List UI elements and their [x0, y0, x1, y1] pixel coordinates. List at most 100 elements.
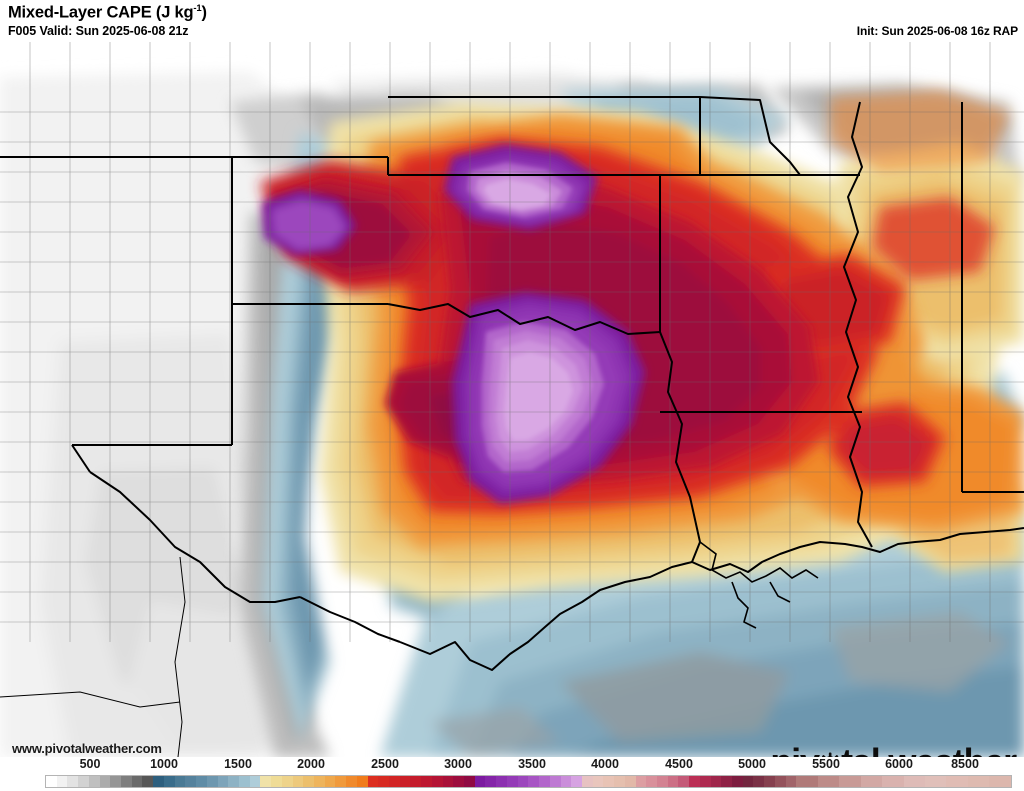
colorbar-tick-label: 3000	[444, 757, 472, 771]
border-ok-tx-red-river	[387, 303, 661, 335]
cape-shading-layer	[0, 72, 1024, 757]
colorbar-swatch	[581, 776, 593, 787]
colorbar-swatch	[506, 776, 518, 787]
border-mexico-rio-grande	[89, 471, 301, 603]
colorbar-swatch	[346, 776, 357, 787]
colorbar-swatch	[185, 776, 197, 787]
colorbar-swatch	[453, 776, 465, 787]
colorbar-swatch	[142, 776, 154, 787]
colorbar-swatch	[710, 776, 722, 787]
colorbar-tick-label: 3500	[518, 757, 546, 771]
colorbar-swatch	[592, 776, 604, 787]
colorbar-swatch	[335, 776, 347, 787]
colorbar-tick-label: 5000	[738, 757, 766, 771]
colorbar-swatch	[753, 776, 765, 787]
colorbar-swatch	[110, 776, 122, 787]
colorbar-swatch	[474, 776, 486, 787]
colorbar-swatch	[946, 776, 968, 787]
border-tx-la	[659, 331, 701, 563]
colorbar-swatch	[485, 776, 497, 787]
gear-icon	[819, 743, 841, 757]
colorbar-swatch	[78, 776, 89, 787]
colorbar-swatch	[421, 776, 432, 787]
colorbar-swatch	[496, 776, 507, 787]
colorbar-swatch	[303, 776, 314, 787]
colorbar-swatch	[539, 776, 550, 787]
colorbar-swatch	[774, 776, 786, 787]
map-canvas[interactable]: www.pivotalweather.com piv tal weather	[0, 42, 1024, 757]
colorbar-swatch	[689, 776, 700, 787]
louisiana-coastline-detail	[699, 541, 819, 629]
colorbar-swatch	[99, 776, 111, 787]
colorbar-swatch	[131, 776, 143, 787]
colorbar-tick-label: 5500	[812, 757, 840, 771]
colorbar-tick-label: 2500	[371, 757, 399, 771]
colorbar-swatch	[528, 776, 540, 787]
coastline-south-tx	[299, 596, 401, 643]
colorbar-swatch	[925, 776, 947, 787]
website-url: www.pivotalweather.com	[12, 741, 162, 756]
colorbar-swatch	[88, 776, 100, 787]
colorbar-swatch	[549, 776, 561, 787]
colorbar-tick-label: 1500	[224, 757, 252, 771]
colorbar-swatch	[271, 776, 282, 787]
colorbar-swatch	[603, 776, 615, 787]
colorbar-swatch	[281, 776, 293, 787]
colorbar-swatch	[860, 776, 883, 787]
colorbar-swatch	[721, 776, 732, 787]
valid-time-label: F005 Valid: Sun 2025-06-08 21z	[8, 24, 189, 38]
colorbar-swatch	[560, 776, 572, 787]
colorbar[interactable]	[45, 775, 1012, 788]
colorbar-tick-label: 4000	[591, 757, 619, 771]
colorbar-swatch	[517, 776, 529, 787]
colorbar-swatch	[967, 776, 990, 787]
colorbar-swatch	[399, 776, 411, 787]
colorbar-swatch	[46, 776, 57, 787]
title-exponent: -1	[193, 3, 202, 14]
colorbar-tick-label: 6000	[885, 757, 913, 771]
colorbar-region: 500 1000 1500 2000 2500 3000 3500 4000 4500 5000 5…	[0, 757, 1024, 791]
cape-contour-field	[0, 42, 1024, 757]
colorbar-swatch	[356, 776, 368, 787]
county-boundaries	[0, 42, 1024, 642]
colorbar-swatch	[614, 776, 625, 787]
colorbar-swatch	[656, 776, 668, 787]
border-ks-ne	[388, 96, 701, 175]
colorbar-swatch	[431, 776, 443, 787]
colorbar-swatch	[817, 776, 840, 787]
colorbar-swatch	[839, 776, 861, 787]
colorbar-swatch	[667, 776, 679, 787]
page-title: Mixed-Layer CAPE (J kg-1)	[8, 3, 207, 23]
colorbar-swatch	[764, 776, 775, 787]
colorbar-tick-label: 500	[79, 757, 101, 771]
border-nm-tx-south	[71, 444, 232, 473]
colorbar-swatch	[635, 776, 647, 787]
border-ks-mo	[699, 96, 860, 176]
colorbar-swatch	[196, 776, 207, 787]
title-text: Mixed-Layer CAPE (J kg	[8, 3, 194, 22]
colorbar-swatch	[646, 776, 657, 787]
colorbar-swatch	[174, 776, 186, 787]
border-mexico-state	[174, 556, 186, 757]
colorbar-swatch	[624, 776, 636, 787]
colorbar-swatch	[785, 776, 797, 787]
colorbar-tick-label: 8500	[951, 757, 979, 771]
border-ok-panhandle-west	[232, 156, 389, 175]
border-mexico-state-2	[0, 691, 181, 708]
colorbar-tick-labels: 500 1000 1500 2000 2500 3000 3500 4000 4500 5000 5…	[0, 757, 1024, 774]
colorbar-swatch	[796, 776, 818, 787]
border-mississippi-river	[843, 101, 873, 548]
colorbar-swatch	[313, 776, 325, 787]
colorbar-swatch	[249, 776, 261, 787]
colorbar-swatch	[442, 776, 454, 787]
colorbar-tick-label: 1000	[150, 757, 178, 771]
colorbar-swatch	[228, 776, 239, 787]
colorbar-swatch	[389, 776, 400, 787]
colorbar-swatch	[410, 776, 422, 787]
colorbar-swatch	[742, 776, 754, 787]
init-time-label: Init: Sun 2025-06-08 16z RAP	[856, 24, 1018, 38]
map-header: Mixed-Layer CAPE (J kg-1) F005 Valid: Su…	[0, 0, 1024, 42]
colorbar-swatch	[206, 776, 218, 787]
colorbar-swatch	[217, 776, 229, 787]
